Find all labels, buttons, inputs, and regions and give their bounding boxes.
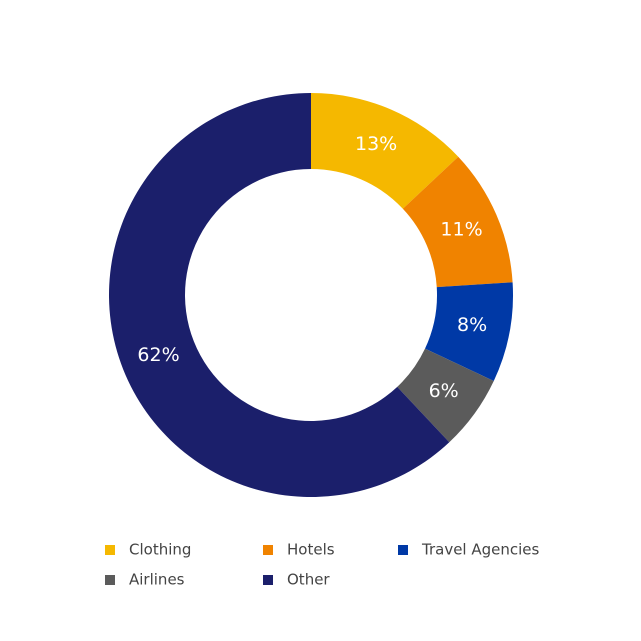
value-label: 6% (429, 380, 459, 402)
donut-slice (311, 93, 459, 209)
value-label: 13% (355, 133, 397, 155)
donut-slice (402, 156, 513, 288)
legend-swatch (263, 575, 273, 585)
donut-slice (425, 282, 513, 382)
donut-slice (108, 93, 450, 498)
legend-label: Other (287, 571, 330, 589)
value-label: 11% (440, 218, 482, 240)
legend-label: Clothing (129, 541, 191, 559)
value-label: 62% (137, 344, 179, 366)
legend-swatch (263, 545, 273, 555)
legend-label: Travel Agencies (421, 541, 540, 559)
value-label: 8% (457, 314, 487, 336)
legend-swatch (398, 545, 408, 555)
donut-slice (397, 348, 494, 443)
legend-label: Airlines (129, 571, 185, 589)
legend-swatch (105, 575, 115, 585)
legend-label: Hotels (287, 541, 335, 559)
legend-swatch (105, 545, 115, 555)
